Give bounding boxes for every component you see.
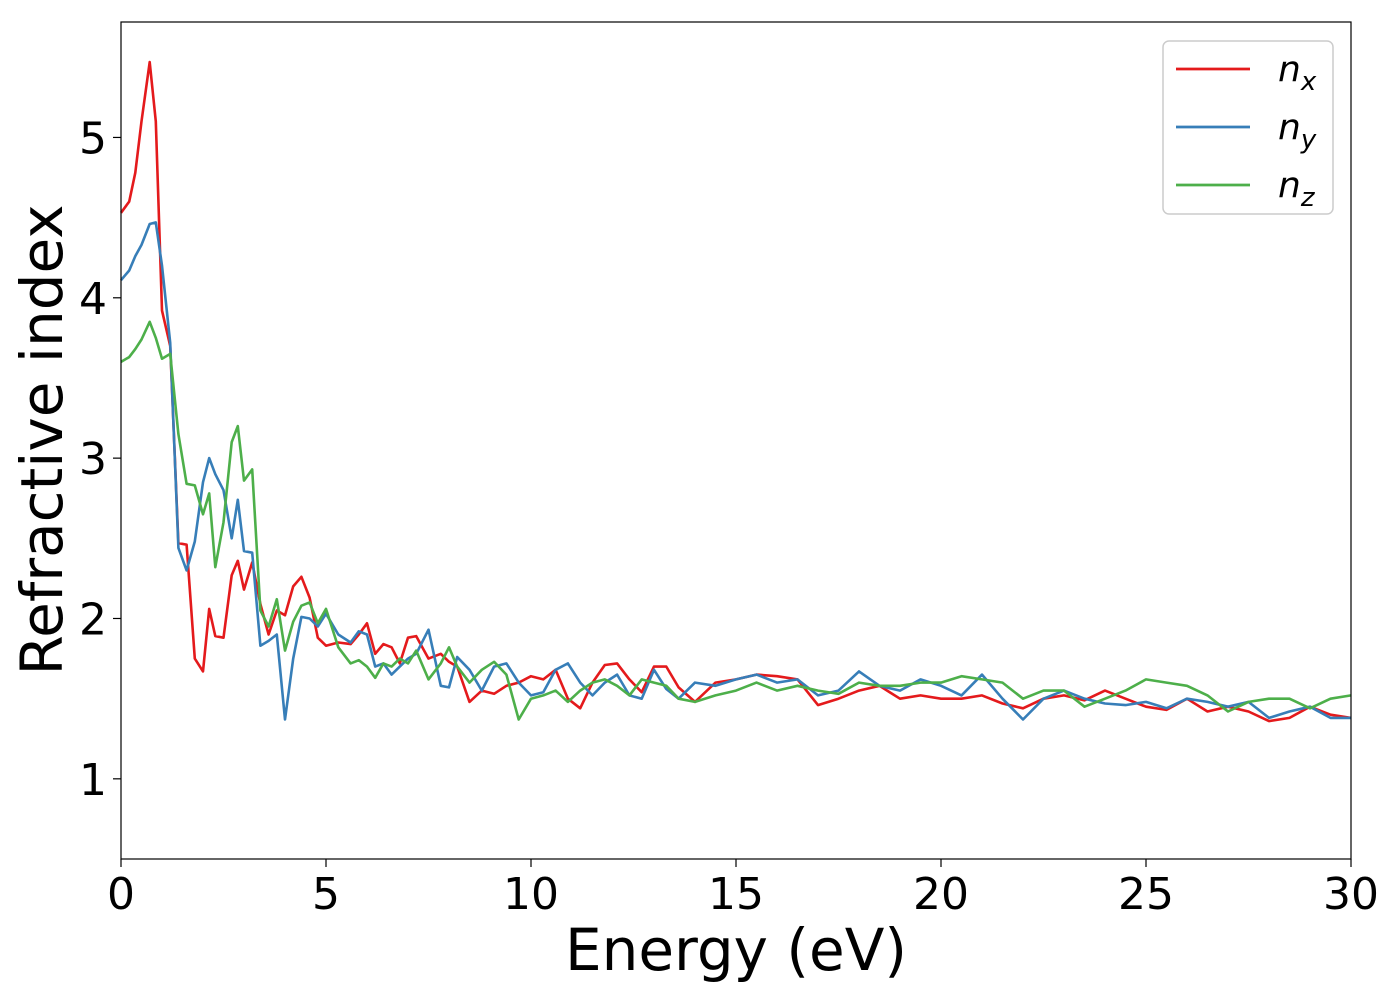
x-tick-label: 15	[708, 869, 764, 920]
y-tick-label: 4	[79, 274, 107, 325]
y-tick-label: 5	[79, 113, 107, 164]
x-tick-label: 25	[1118, 869, 1174, 920]
legend: nx ny nz	[1162, 40, 1334, 215]
x-axis: 0 5 10 15 20 25 30	[107, 859, 1379, 920]
x-tick-label: 20	[913, 869, 969, 920]
legend-label-y: ny	[1278, 107, 1317, 155]
series-line-z	[120, 320, 1352, 721]
legend-label-z: nz	[1278, 165, 1316, 213]
x-axis-label: Energy (eV)	[565, 916, 907, 984]
x-tick-label: 0	[107, 869, 135, 920]
series-layer	[119, 60, 1352, 723]
y-tick-label: 2	[79, 594, 107, 645]
legend-label-x: nx	[1278, 49, 1317, 97]
y-axis: 1 2 3 4 5	[79, 113, 121, 806]
y-tick-label: 3	[79, 434, 107, 485]
x-tick-label: 10	[503, 869, 559, 920]
x-tick-label: 5	[312, 869, 340, 920]
y-tick-label: 1	[79, 755, 107, 806]
y-axis-label: Refractive index	[8, 204, 76, 675]
x-tick-label: 30	[1323, 869, 1379, 920]
legend-entries: nx ny nz	[1176, 49, 1317, 213]
series-line-y	[120, 221, 1351, 721]
